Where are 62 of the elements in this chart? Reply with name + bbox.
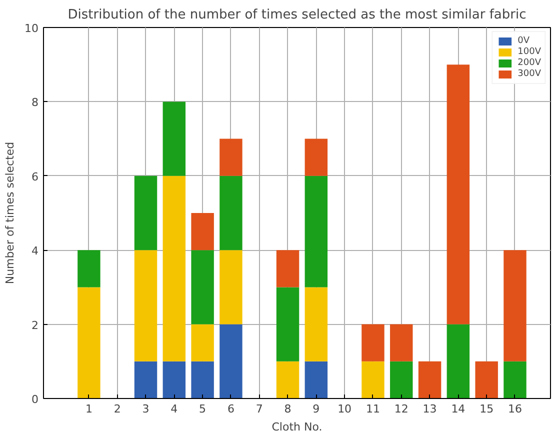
x-axis-title: Cloth No. <box>272 420 322 434</box>
bar <box>446 64 470 324</box>
legend-label: 300V <box>518 69 541 79</box>
bar <box>134 361 158 398</box>
bar <box>276 361 300 398</box>
bar <box>475 361 498 398</box>
y-tick-label: 4 <box>32 244 38 258</box>
bar <box>220 324 242 398</box>
legend-label: 0V <box>518 36 531 46</box>
bar <box>390 324 413 362</box>
x-tick-label: 15 <box>480 402 494 416</box>
bar <box>362 361 384 398</box>
x-tick-label: 4 <box>170 402 178 416</box>
bar <box>304 176 328 288</box>
x-tick-label: 10 <box>338 402 352 416</box>
bar <box>276 287 300 362</box>
bar <box>191 361 214 398</box>
x-tick-label: 8 <box>284 402 292 416</box>
chart-title: Distribution of the number of times selected as the most similar fabric <box>68 8 526 22</box>
bar <box>162 361 186 398</box>
bar <box>191 213 214 250</box>
bar <box>191 250 214 324</box>
bar <box>191 324 214 362</box>
bar <box>418 361 442 398</box>
bar <box>78 250 100 288</box>
bar <box>78 287 100 398</box>
y-axis-title: Number of times selected <box>4 142 17 284</box>
y-tick-label: 8 <box>32 96 38 110</box>
x-tick-label: 7 <box>256 402 263 416</box>
bar <box>504 250 526 362</box>
bar <box>134 250 158 362</box>
bar <box>362 324 384 362</box>
bar <box>304 138 328 176</box>
x-tick-label: 11 <box>366 402 380 416</box>
x-tick-label: 13 <box>422 402 437 416</box>
x-tick-label: 14 <box>451 402 466 416</box>
x-tick-label: 16 <box>508 402 522 416</box>
bar <box>304 287 328 362</box>
x-tick-label: 5 <box>199 402 206 416</box>
bar <box>504 361 526 398</box>
y-tick-label: 2 <box>32 318 38 332</box>
x-tick-label: 3 <box>142 402 150 416</box>
x-tick-label: 6 <box>227 402 234 416</box>
y-tick-label: 0 <box>32 393 38 406</box>
x-tick-label: 1 <box>85 402 92 416</box>
y-tick-label: 6 <box>32 170 38 184</box>
bar <box>162 102 186 176</box>
x-tick-label: 12 <box>394 402 408 416</box>
bar <box>162 176 186 362</box>
bar <box>276 250 300 288</box>
bar <box>220 176 242 250</box>
legend-label: 200V <box>518 58 541 68</box>
y-tick-label: 10 <box>24 22 39 35</box>
bar <box>390 361 413 398</box>
bar <box>446 324 470 398</box>
legend-label: 100V <box>518 47 541 57</box>
bar <box>304 361 328 398</box>
bar <box>220 138 242 176</box>
x-tick-label: 9 <box>312 402 320 416</box>
bar <box>134 176 158 250</box>
bar <box>220 250 242 324</box>
x-tick-label: 2 <box>114 402 121 416</box>
